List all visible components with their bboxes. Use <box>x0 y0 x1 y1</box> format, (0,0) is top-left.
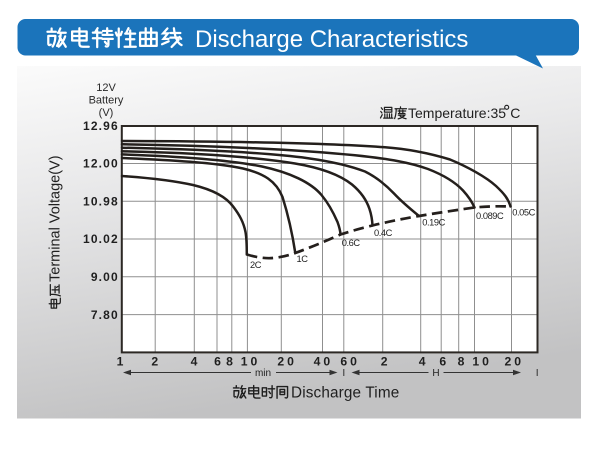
svg-text:10: 10 <box>241 355 261 369</box>
svg-text:8: 8 <box>458 355 468 369</box>
svg-text:0.19C: 0.19C <box>422 218 445 228</box>
svg-text:7.80: 7.80 <box>91 308 119 322</box>
svg-text:20: 20 <box>277 355 297 369</box>
svg-text:H: H <box>432 368 439 379</box>
svg-text:8: 8 <box>226 355 236 369</box>
svg-text:0.4C: 0.4C <box>374 228 393 238</box>
svg-text:0.05C: 0.05C <box>512 207 535 217</box>
svg-text:12V: 12V <box>96 82 116 94</box>
svg-text:10.98: 10.98 <box>83 195 119 209</box>
svg-text:Discharge Characteristics: Discharge Characteristics <box>195 26 468 53</box>
svg-text:10.02: 10.02 <box>83 232 119 246</box>
svg-text:Terminal Voltage(V): Terminal Voltage(V) <box>48 155 64 282</box>
svg-text:6: 6 <box>214 355 224 369</box>
svg-text:9.00: 9.00 <box>91 270 119 284</box>
svg-text:C: C <box>510 105 520 121</box>
svg-text:0.089C: 0.089C <box>476 211 504 221</box>
svg-text:2: 2 <box>381 355 391 369</box>
svg-text:min: min <box>255 368 271 379</box>
svg-text:6: 6 <box>439 355 449 369</box>
svg-text:1C: 1C <box>297 254 309 264</box>
svg-text:2: 2 <box>151 355 161 369</box>
svg-text:60: 60 <box>340 355 360 369</box>
svg-text:Discharge Time: Discharge Time <box>291 385 399 402</box>
svg-text:10: 10 <box>472 355 492 369</box>
svg-text:12.00: 12.00 <box>83 157 119 171</box>
svg-text:12.96: 12.96 <box>83 119 119 133</box>
svg-text:4: 4 <box>191 355 201 369</box>
svg-text:40: 40 <box>314 355 334 369</box>
svg-text:20: 20 <box>505 355 525 369</box>
svg-text:2C: 2C <box>250 260 262 270</box>
svg-text:Battery: Battery <box>89 95 124 107</box>
svg-text:(V): (V) <box>99 107 114 119</box>
svg-text:0.6C: 0.6C <box>342 238 361 248</box>
svg-text:1: 1 <box>117 355 127 369</box>
svg-text:Temperature:35: Temperature:35 <box>408 105 506 121</box>
svg-text:4: 4 <box>419 355 429 369</box>
